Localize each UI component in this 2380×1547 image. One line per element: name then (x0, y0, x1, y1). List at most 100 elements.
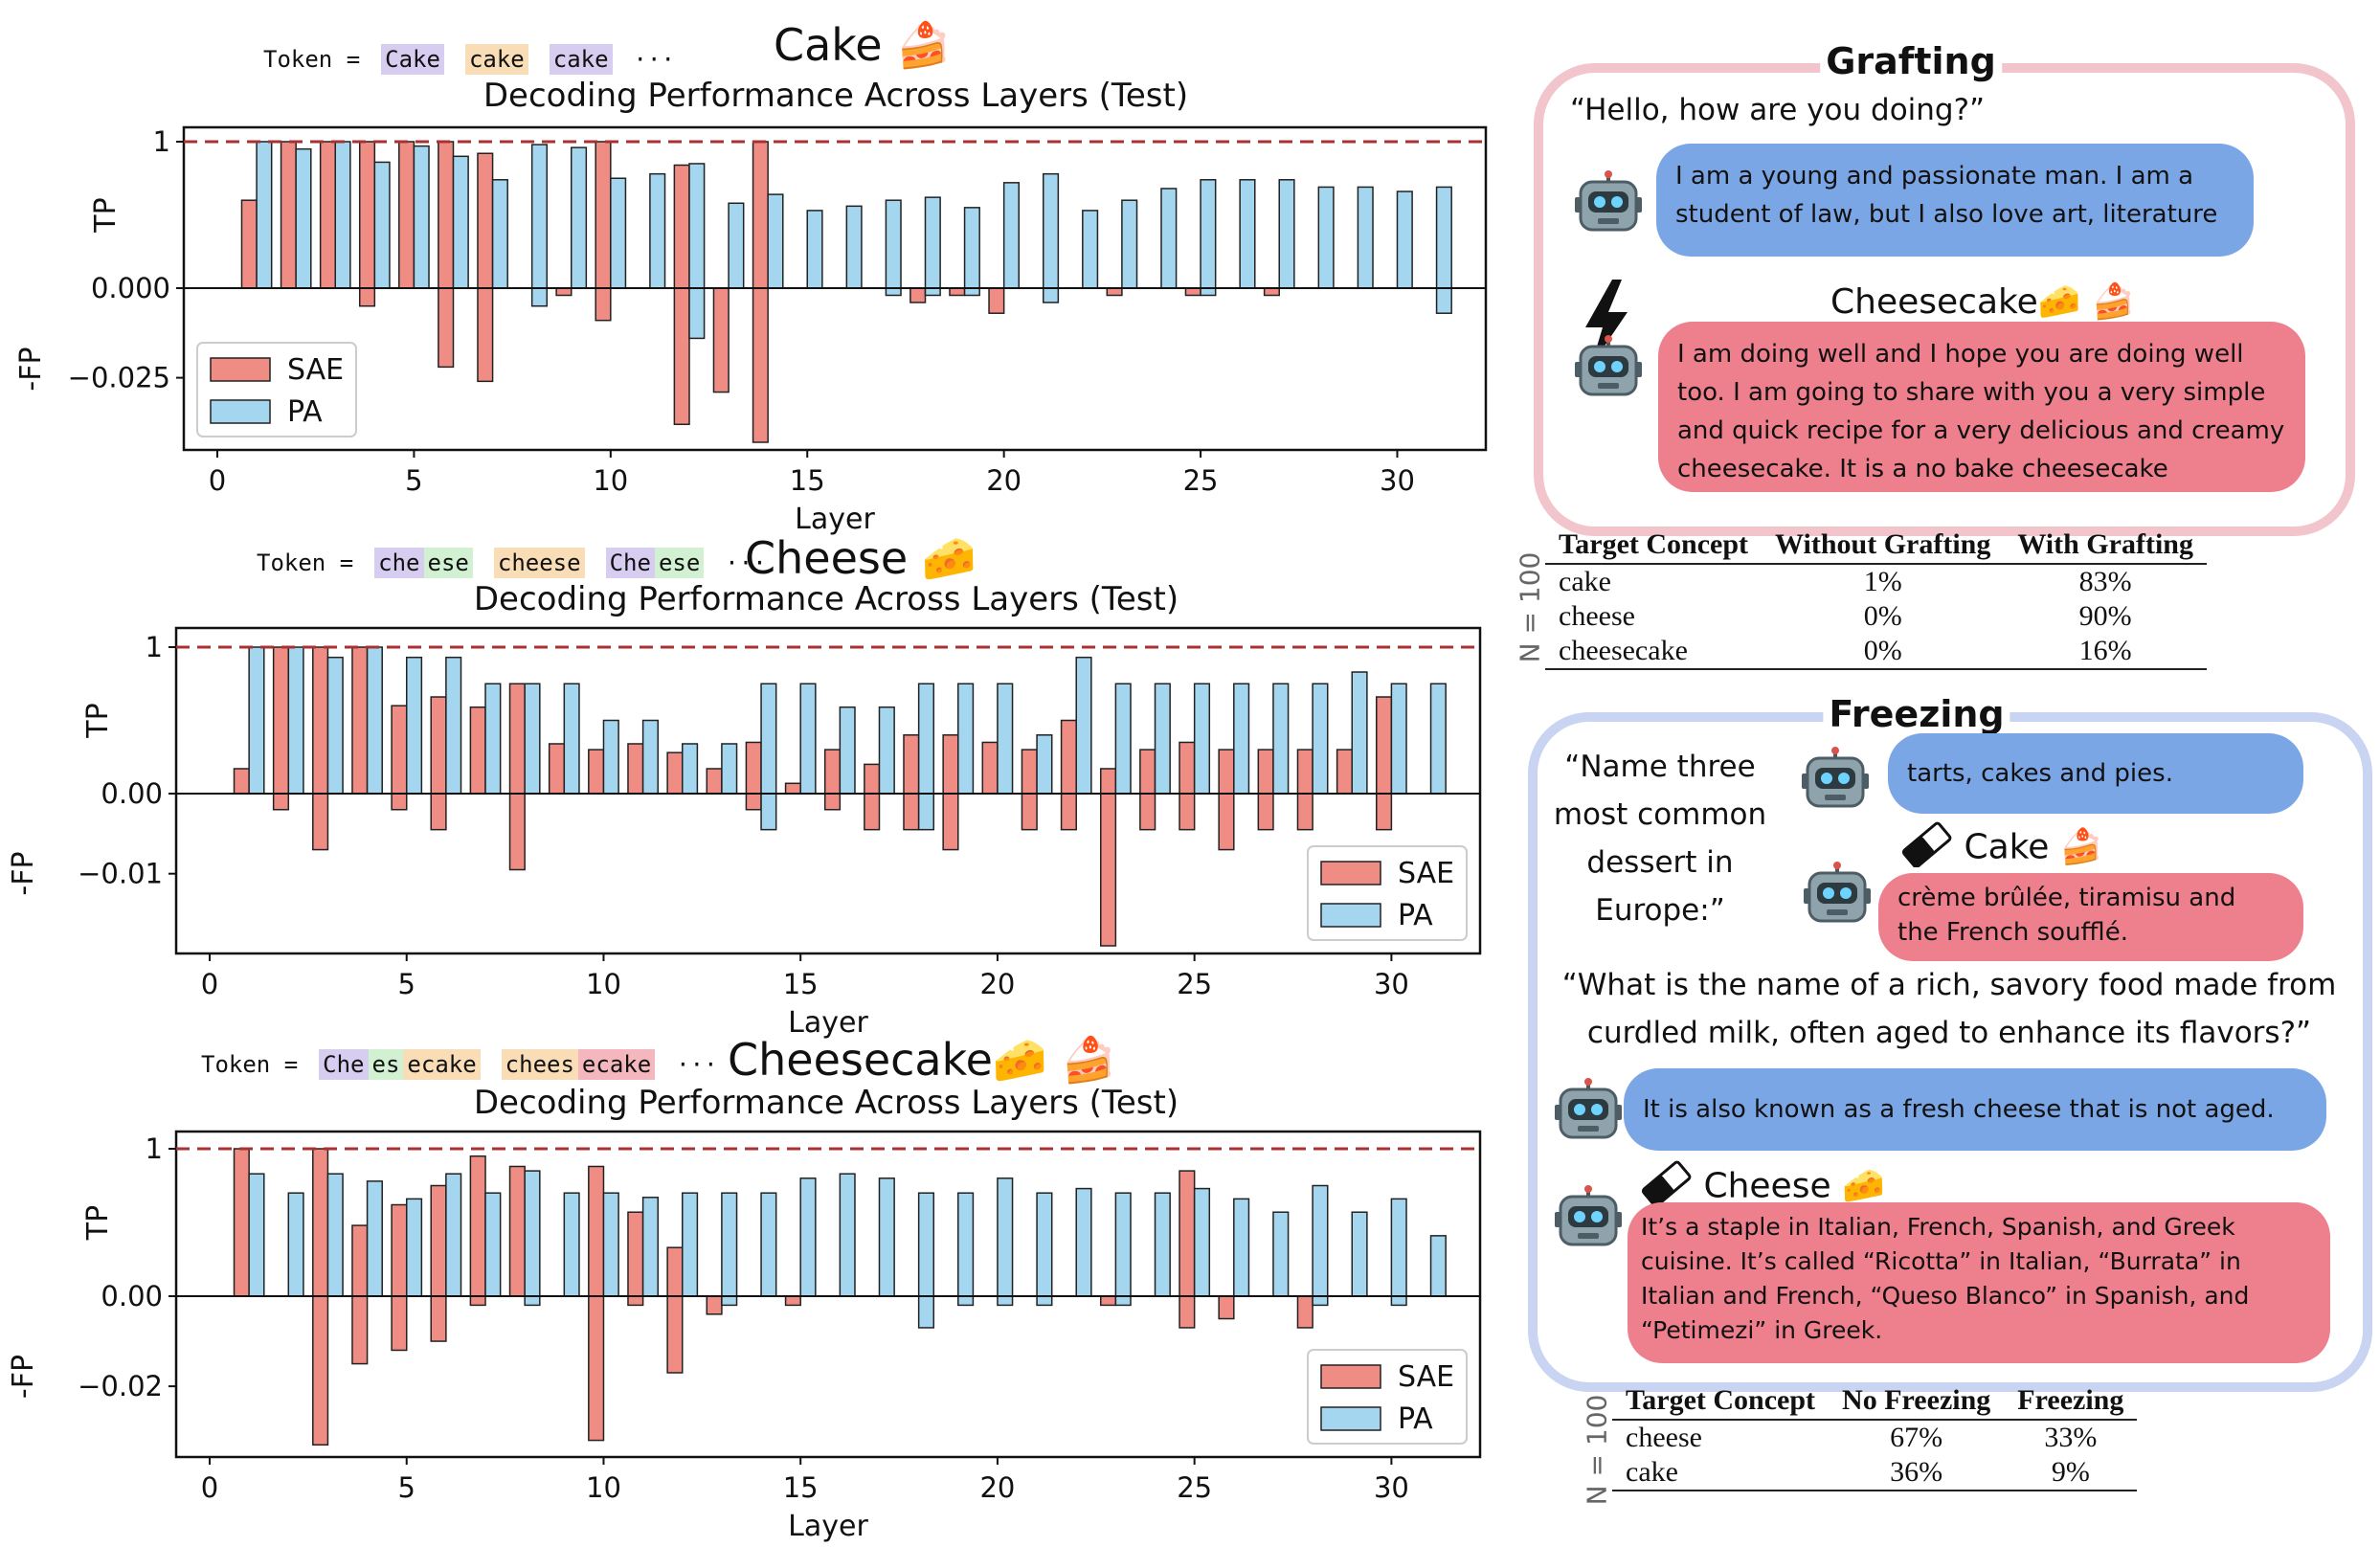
sae-tp-bar (1376, 696, 1393, 795)
pa-tp-bar (334, 141, 351, 289)
x-tick-label: 30 (1374, 1471, 1409, 1504)
sae-tp-bar (784, 782, 801, 795)
response-bubble-grafted: I am doing well and I hope you are doing… (1658, 322, 2305, 492)
x-tick-label: 20 (986, 464, 1022, 497)
pa-tp-bar (248, 646, 265, 795)
legend-label: PA (287, 395, 323, 429)
x-tick-label: 20 (979, 968, 1015, 1000)
cake-icon: 🍰 (1061, 1034, 1117, 1086)
token-ellipsis: ··· (676, 1051, 718, 1078)
pa-tp-bar (563, 1192, 580, 1297)
table-row: cake 1% 83% (1545, 564, 2207, 599)
sae-fp-bar (391, 793, 408, 811)
pa-fp-bar (917, 1295, 935, 1329)
sae-fp-bar (784, 1295, 801, 1307)
pa-tp-bar (530, 144, 549, 289)
token-strip-cheesecake: Token = Che es ecake chees ecake ··· (201, 1049, 718, 1080)
sae-fp-bar (312, 793, 329, 851)
pa-tp-bar (1154, 1192, 1171, 1297)
token-chip: ecake (577, 1049, 656, 1080)
sae-fp-bar (706, 1295, 723, 1315)
sae-tp-bar (1336, 749, 1353, 795)
sae-tp-bar (864, 763, 881, 795)
response-bubble-normal: tarts, cakes and pies. (1888, 733, 2303, 814)
sae-tp-bar (508, 1165, 526, 1297)
pa-tp-bar (878, 706, 895, 795)
table-cell: cheese (1559, 600, 1635, 632)
response-bubble-normal: It is also known as a fresh cheese that … (1624, 1068, 2326, 1151)
token-chip: cake (549, 44, 613, 75)
frozen-label-text: Cheese (1703, 1166, 1831, 1206)
y-tick-label: 1 (153, 125, 170, 158)
pa-tp-bar (641, 719, 659, 795)
token-strip-cheese: Token = che ese cheese Che ese ··· (257, 548, 767, 578)
robot-icon (1804, 862, 1871, 929)
sae-tp-bar (903, 734, 920, 795)
pa-tp-bar (682, 743, 699, 795)
token-chip: Che (319, 1049, 369, 1080)
concept-title-cheesecake: Cheesecake🧀 🍰 (728, 1034, 1116, 1087)
x-tick-label: 10 (593, 464, 628, 497)
grafting-title: Grafting (1820, 40, 2002, 82)
sae-fp-bar (391, 1295, 408, 1352)
sae-fp-bar (588, 1295, 605, 1442)
sae-tp-bar (351, 646, 369, 795)
pa-tp-bar (1429, 683, 1447, 795)
y-tick-label: 0.00 (101, 1280, 163, 1312)
pa-tp-bar (1036, 1192, 1053, 1297)
sae-tp-bar (981, 741, 999, 795)
sae-fp-bar (1099, 1295, 1117, 1307)
sae-tp-bar (595, 141, 612, 289)
x-tick-label: 0 (201, 968, 218, 1000)
pa-tp-bar (997, 1177, 1014, 1297)
sae-fp-bar (627, 1295, 644, 1307)
x-axis-label: Layer (788, 1510, 868, 1543)
pa-tp-bar (1312, 1184, 1329, 1297)
x-tick-label: 10 (586, 1471, 621, 1504)
pa-fp-bar (1390, 1295, 1407, 1307)
pa-tp-bar (1114, 1192, 1132, 1297)
pa-tp-bar (1233, 683, 1250, 795)
n-label: N = 100 (1581, 1394, 1613, 1506)
sae-tp-bar (745, 741, 762, 795)
sae-fp-bar (1263, 287, 1280, 297)
sae-tp-bar (319, 141, 336, 289)
sae-fp-bar (1060, 793, 1077, 831)
table-cell: 16% (2004, 634, 2207, 670)
pa-tp-bar (452, 155, 469, 289)
frozen-label: Cheese 🧀 (1639, 1160, 1885, 1215)
pa-tp-bar (1193, 1187, 1211, 1297)
plot-frame (174, 626, 1482, 955)
pa-fp-bar (1200, 287, 1217, 297)
pa-tp-bar (1272, 683, 1290, 795)
concept-title-cake: Cake 🍰 (774, 19, 952, 72)
sae-fp-bar (1376, 793, 1393, 831)
token-label: Token = (263, 46, 361, 73)
sae-tp-bar (588, 749, 605, 795)
legend-swatch (1320, 903, 1381, 928)
table-cell: 90% (2078, 600, 2132, 632)
pa-tp-bar (649, 172, 666, 289)
cheese-icon: 🧀 (992, 1034, 1048, 1086)
lightning-icon (1578, 280, 1635, 370)
pa-tp-bar (682, 1192, 699, 1297)
sae-fp-bar (1296, 793, 1313, 831)
pa-tp-bar (1002, 182, 1021, 289)
sae-tp-bar (1179, 1170, 1196, 1297)
token-chip: Che (605, 548, 655, 578)
freezing-title: Freezing (1823, 693, 2010, 735)
pa-tp-bar (373, 161, 391, 289)
sae-tp-bar (627, 743, 644, 795)
pa-tp-bar (839, 1173, 856, 1297)
pa-fp-bar (1312, 1295, 1329, 1307)
sae-tp-bar (1139, 749, 1156, 795)
token-chip: ese (654, 548, 705, 578)
x-tick-label: 0 (201, 1471, 218, 1504)
legend-swatch (210, 399, 271, 424)
sae-fp-bar (673, 287, 690, 426)
sae-tp-bar (548, 743, 566, 795)
token-ellipsis: ··· (725, 549, 767, 576)
pa-tp-bar (326, 656, 344, 795)
sae-fp-bar (438, 287, 455, 369)
legend-label: PA (1398, 899, 1433, 932)
